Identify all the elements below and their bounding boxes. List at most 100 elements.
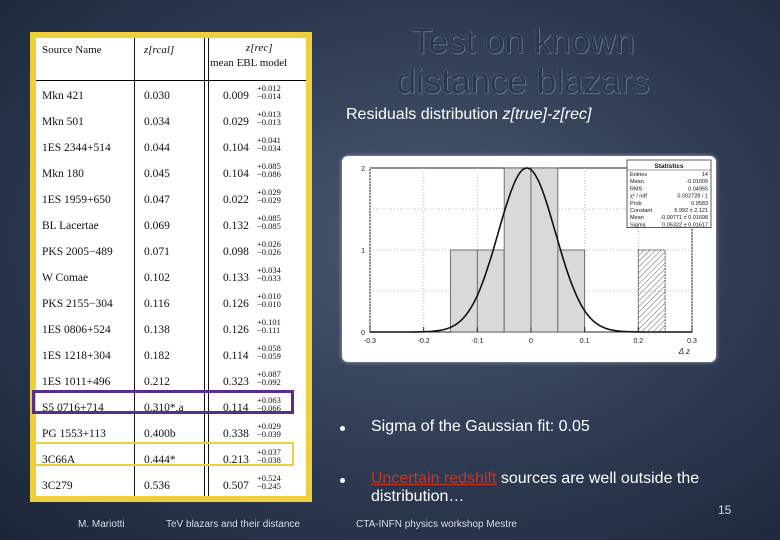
table-row: Mkn 501 0.034 0.029 +0.013 −0.013 xyxy=(36,108,306,134)
table-row: 1ES 1218+304 0.182 0.114 +0.058 −0.059 xyxy=(36,342,306,368)
z-rec-error: +0.029 −0.039 xyxy=(257,421,281,439)
histogram-bar xyxy=(503,167,532,333)
stats-value: 0.05322 ± 0.01617 xyxy=(662,222,708,228)
z-rec: 0.213 +0.037 −0.038 xyxy=(223,447,281,466)
bullet-2-text: Uncertain redshift sources are well outs… xyxy=(371,470,771,506)
z-rec: 0.022 +0.029 −0.029 xyxy=(223,187,281,206)
x-tick-label: -0.3 xyxy=(364,338,376,345)
z-rec: 0.126 +0.101 −0.111 xyxy=(223,317,281,336)
table-row: 1ES 1011+496 0.212 0.323 +0.087 −0.092 xyxy=(36,368,306,394)
footer-topic: TeV blazars and their distance xyxy=(166,519,300,530)
source-name: Mkn 180 xyxy=(42,168,84,180)
redshift-table-frame: Source Name z[rcal] z[rec] mean EBL mode… xyxy=(30,32,312,502)
histogram-svg: -0.3 -0.2 -0.1 0 0.1 0.2 0.3 0 1 2 Δ z Statistics En… xyxy=(361,159,712,356)
source-name: 3C66A xyxy=(42,454,76,466)
table-row: BL Lacertae 0.069 0.132 +0.085 −0.085 xyxy=(36,212,306,238)
z-true: 0.138 xyxy=(144,324,170,336)
z-rec-error: +0.010 −0.010 xyxy=(257,291,281,309)
table-row: Mkn 180 0.045 0.104 +0.085 −0.086 xyxy=(36,160,306,186)
z-true: 0.182 xyxy=(144,350,170,362)
y-tick-label: 2 xyxy=(361,166,365,173)
z-rec: 0.132 +0.085 −0.085 xyxy=(223,213,281,232)
z-rec-error: +0.085 −0.086 xyxy=(257,161,281,179)
z-rec-error: +0.087 −0.092 xyxy=(257,369,281,387)
z-true: 0.030 xyxy=(144,90,170,102)
slide-subtitle: Residuals distribution z[true]-z[rec] xyxy=(346,106,591,124)
z-true: 0.212 xyxy=(144,376,170,388)
bullet-dot xyxy=(340,478,345,483)
stats-label: Constant xyxy=(630,208,652,214)
stats-value: -0.01009 xyxy=(686,179,708,185)
stats-value: -0.00771 ± 0.01698 xyxy=(660,215,708,221)
table-row: W Comae 0.102 0.133 +0.034 −0.033 xyxy=(36,264,306,290)
z-rec-error: +0.041 −0.034 xyxy=(257,135,281,153)
z-rec-error: +0.524 −0.245 xyxy=(257,473,281,491)
z-rec-error: +0.085 −0.085 xyxy=(257,213,281,231)
table-row: PKS 2005−489 0.071 0.098 +0.026 −0.026 xyxy=(36,238,306,264)
residuals-histogram: -0.3 -0.2 -0.1 0 0.1 0.2 0.3 0 1 2 Δ z Statistics En… xyxy=(342,156,716,362)
table-row: Mkn 421 0.030 0.009 +0.012 −0.014 xyxy=(36,82,306,108)
x-axis-label: Δ z xyxy=(678,347,690,356)
subtitle-formula: z[true]-z[rec] xyxy=(502,106,592,123)
y-tick-label: 1 xyxy=(361,248,365,255)
x-tick-label: 0.2 xyxy=(633,338,643,345)
table-row: 3C279 0.536 0.507 +0.524 −0.245 xyxy=(36,472,306,496)
title-line-1: Test on known xyxy=(411,22,635,61)
redshift-table: Source Name z[rcal] z[rec] mean EBL mode… xyxy=(36,38,306,496)
z-rec-error: +0.063 −0.066 xyxy=(257,395,281,413)
header-zr: z[rcal] xyxy=(144,44,175,56)
source-name: PG 1553+113 xyxy=(42,428,106,440)
table-divider-2 xyxy=(204,38,205,496)
z-rec: 0.104 +0.041 −0.034 xyxy=(223,135,281,154)
source-name: 1ES 2344+514 xyxy=(42,142,111,154)
source-name: 1ES 1959+650 xyxy=(42,194,111,206)
z-true: 0.069 xyxy=(144,220,170,232)
table-row: 1ES 1959+650 0.047 0.022 +0.029 −0.029 xyxy=(36,186,306,212)
x-tick-label: 0 xyxy=(529,338,533,345)
highlight-3c66a-row xyxy=(32,442,294,466)
z-rec: 0.507 +0.524 −0.245 xyxy=(223,473,281,492)
histogram-bar xyxy=(450,249,478,333)
table-row: PG 1553+113 0.400b 0.338 +0.029 −0.039 xyxy=(36,420,306,446)
z-true: 0.102 xyxy=(144,272,170,284)
z-true: 0.047 xyxy=(144,194,170,206)
source-name: Mkn 501 xyxy=(42,116,84,128)
z-rec-error: +0.101 −0.111 xyxy=(257,317,281,335)
source-name: 1ES 0806+524 xyxy=(42,324,111,336)
table-row: PKS 2155−304 0.116 0.126 +0.010 −0.010 xyxy=(36,290,306,316)
stats-label: Sigma xyxy=(630,222,647,228)
stats-value: 14 xyxy=(702,172,708,178)
z-true: 0.116 xyxy=(144,298,170,310)
z-true: 0.071 xyxy=(144,246,170,258)
footer-event: CTA-INFN physics workshop Mestre xyxy=(356,519,517,530)
z-true: 0.536 xyxy=(144,480,170,492)
header-source: Source Name xyxy=(42,44,102,56)
z-rec-error: +0.058 −0.059 xyxy=(257,343,281,361)
bullet-dot xyxy=(340,426,345,431)
bullet-2-rest: sources are well outside the distributio… xyxy=(371,470,700,505)
source-name: Mkn 421 xyxy=(42,90,84,102)
header-zrec-sub: mean EBL model xyxy=(210,57,288,69)
table-header: Source Name z[rcal] z[rec] mean EBL mode… xyxy=(36,38,306,81)
z-rec: 0.114 +0.058 −0.059 xyxy=(223,343,281,362)
z-true: 0.034 xyxy=(144,116,170,128)
stats-label: Mean xyxy=(630,179,644,185)
stats-value: 0.04955 xyxy=(688,186,708,192)
source-name: 1ES 1218+304 xyxy=(42,350,111,362)
uncertain-redshift-link: Uncertain redshift xyxy=(371,470,497,487)
bullet-1-text: Sigma of the Gaussian fit: 0.05 xyxy=(371,418,590,435)
stats-value: 0.002728 / 1 xyxy=(677,194,708,200)
z-rec-error: +0.012 −0.014 xyxy=(257,83,281,101)
stats-label: Prob xyxy=(630,201,642,207)
z-rec: 0.126 +0.010 −0.010 xyxy=(223,291,281,310)
source-name: PKS 2005−489 xyxy=(42,246,113,258)
z-rec: 0.029 +0.013 −0.013 xyxy=(223,109,281,128)
highlight-s5-row xyxy=(32,390,294,414)
page-number: 15 xyxy=(718,503,732,517)
stats-label: χ² / ndf xyxy=(630,194,647,200)
table-row: 3C66A 0.444* 0.213 +0.037 −0.038 xyxy=(36,446,306,472)
z-rec: 0.098 +0.026 −0.026 xyxy=(223,239,281,258)
z-rec: 0.338 +0.029 −0.039 xyxy=(223,421,281,440)
histogram-bar xyxy=(557,249,586,333)
z-rec-error: +0.026 −0.026 xyxy=(257,239,281,257)
